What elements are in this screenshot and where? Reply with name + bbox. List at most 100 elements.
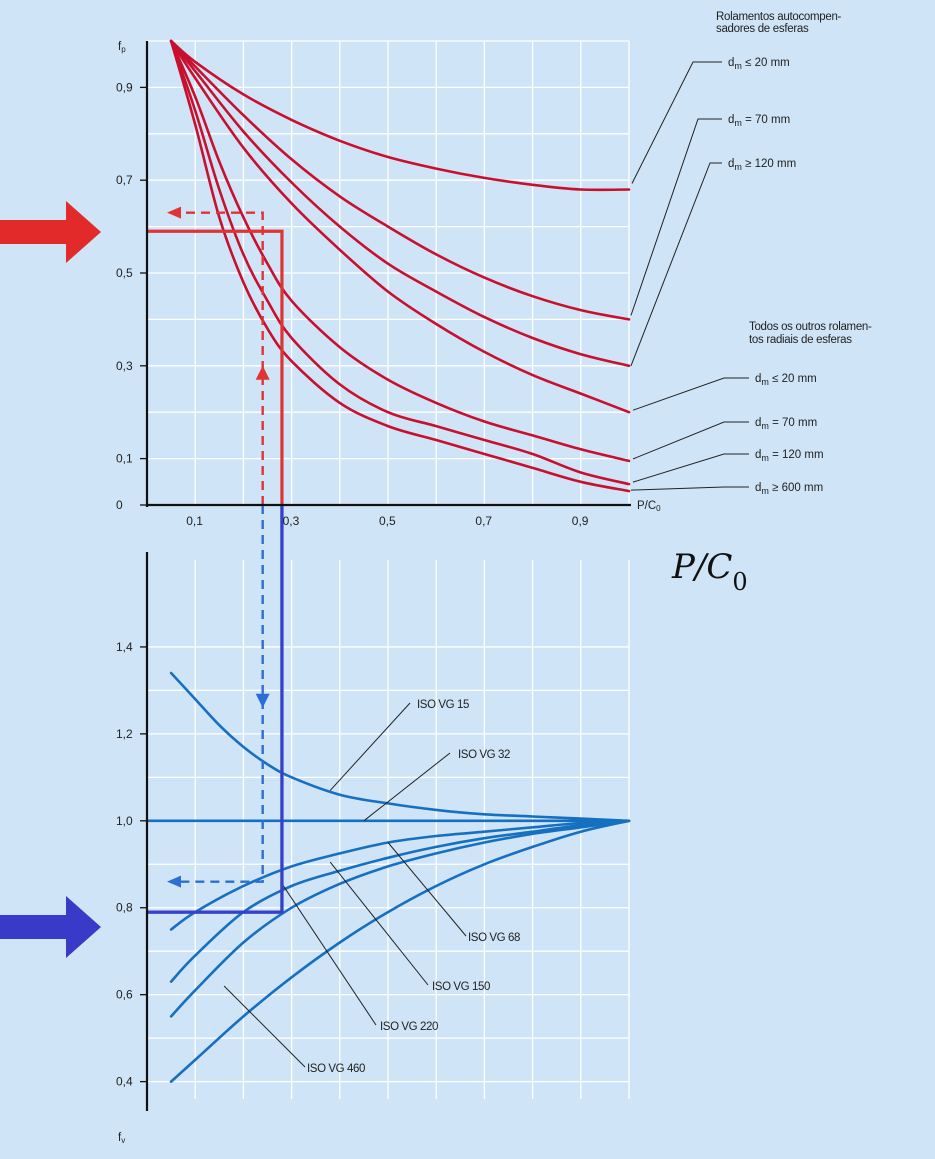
group-label-self-aligning: sadores de esferas (716, 23, 809, 35)
y-tick-label-top: 0,7 (116, 173, 133, 187)
label-sub: m (734, 118, 742, 128)
example-path-red-solid (147, 229, 284, 505)
label-sub: m (734, 162, 742, 172)
x-axis-label-top: P/C0 (637, 500, 661, 513)
label-tail: ≤ 20 mm (769, 373, 817, 385)
label-fv-series-5: ISO VG 220 (380, 1021, 438, 1033)
label-leader-lines (223, 61, 749, 1068)
curve-fp-series-1 (169, 39, 631, 192)
leader-fp-series-2 (630, 118, 722, 316)
label-fp-series-3: dm ≥ 120 mm (728, 158, 796, 172)
example-path-red-dashed (177, 211, 264, 505)
leader-fv-series-3 (387, 842, 467, 937)
y-tick-label-top: 0 (116, 498, 123, 512)
y-tick-label-bottom: 0,8 (116, 901, 133, 915)
label-main: d (728, 114, 734, 126)
leader-fp-series-6 (632, 453, 749, 483)
x-tick-label-top: 0,5 (379, 514, 396, 528)
top-chart-grid (147, 40, 630, 505)
leader-fp-series-1 (631, 61, 722, 184)
label-main: d (728, 57, 734, 69)
group-label-other-radial: Todos os outros rolamen- (749, 321, 872, 333)
y-tick-label-bottom: 1,2 (116, 727, 133, 741)
x-tick-label-top: 0,1 (186, 514, 203, 528)
label-main: d (755, 417, 761, 429)
x-tick-label-top: 0,7 (475, 514, 492, 528)
curve-fv-series-1 (169, 671, 631, 823)
y-axis-label-sub: p (121, 45, 126, 54)
example-path-violet-solid (147, 505, 284, 914)
label-fp-series-1: dm ≤ 20 mm (728, 57, 790, 71)
leader-fv-series-1 (329, 702, 411, 791)
example-path-blue-dashed (177, 505, 264, 883)
bottom-chart-grid (147, 560, 630, 1099)
label-main: d (728, 158, 734, 170)
leader-fp-series-5 (632, 421, 749, 460)
y-axis-label-main: f (118, 1132, 122, 1144)
label-fv-series-2: ISO VG 32 (458, 749, 510, 761)
curve-fv-series-6 (169, 819, 631, 1083)
y-tick-label-bottom: 0,6 (116, 988, 133, 1002)
arrow-up-icon-red (255, 365, 270, 380)
arrow-right-icon-blue (0, 896, 101, 958)
label-fv-series-1: ISO VG 15 (417, 699, 469, 711)
group-label-other-radial: tos radiais de esferas (749, 334, 852, 346)
y-tick-label-top: 0,5 (116, 266, 133, 280)
y-tick-label-bottom: 0,4 (116, 1075, 133, 1089)
y-tick-label-top: 0,9 (116, 80, 133, 94)
top-chart-curves (169, 39, 631, 493)
arrow-right-icon-red (0, 201, 101, 263)
bottom-chart-curves (145, 671, 631, 1083)
curve-fp-series-6 (169, 39, 631, 486)
label-sub: m (734, 61, 742, 71)
leader-fv-series-6 (223, 985, 306, 1068)
leader-fp-series-3 (630, 162, 722, 366)
y-axis-label-main: f (118, 41, 122, 53)
label-tail: ≥ 600 mm (769, 482, 823, 494)
arrow-down-icon-blue (255, 693, 270, 708)
tick-labels: 00,10,30,50,70,90,1 0,3 0,5 0,7 0,9P/C0fp0,4… (116, 41, 661, 1145)
y-axis-label-top: fp (118, 41, 126, 54)
label-main: d (755, 449, 761, 461)
x-tick-label-top: 0,3 (283, 514, 300, 528)
axes (145, 41, 631, 1111)
arrow-left-icon-blue (167, 875, 181, 888)
label-tail: ≤ 20 mm (742, 57, 790, 69)
curve-fp-series-7 (169, 39, 631, 493)
x-axis-label-sub: 0 (656, 504, 661, 513)
label-tail: = 120 mm (769, 449, 824, 461)
big-axis-label-sub: 0 (732, 568, 747, 596)
leader-fv-series-2 (363, 752, 451, 822)
y-tick-label-bottom: 1,4 (116, 640, 133, 654)
label-main: d (755, 482, 761, 494)
leader-fv-series-4 (329, 861, 429, 986)
label-fp-series-6: dm = 120 mm (755, 449, 824, 463)
y-axis-label-bottom: fv (118, 1132, 125, 1145)
label-fp-series-5: dm = 70 mm (755, 417, 817, 431)
y-axis-label-sub: v (121, 1136, 125, 1145)
label-tail: = 70 mm (742, 114, 790, 126)
label-tail: ≥ 120 mm (742, 158, 796, 170)
label-fp-series-2: dm = 70 mm (728, 114, 790, 128)
left-arrows (0, 201, 101, 958)
leader-fp-series-7 (630, 486, 749, 491)
group-label-self-aligning: Rolamentos autocompen- (716, 11, 842, 23)
label-fv-series-4: ISO VG 150 (432, 981, 490, 993)
curve-fv-series-5 (169, 819, 631, 1018)
y-tick-label-top: 0,3 (116, 359, 133, 373)
label-fv-series-3: ISO VG 68 (468, 932, 520, 944)
label-fp-series-4: dm ≤ 20 mm (755, 373, 817, 387)
label-sub: m (761, 421, 769, 431)
label-main: d (755, 373, 761, 385)
example-path (147, 206, 284, 914)
x-tick-label-top: 0,9 (572, 514, 589, 528)
curve-fp-series-4 (169, 39, 631, 414)
label-sub: m (761, 486, 769, 496)
big-axis-label-main: P/C (671, 547, 732, 587)
label-sub: m (761, 377, 769, 387)
curve-fp-series-2 (169, 39, 631, 321)
arrow-left-icon-red (167, 206, 181, 219)
leader-fv-series-5 (281, 883, 377, 1026)
